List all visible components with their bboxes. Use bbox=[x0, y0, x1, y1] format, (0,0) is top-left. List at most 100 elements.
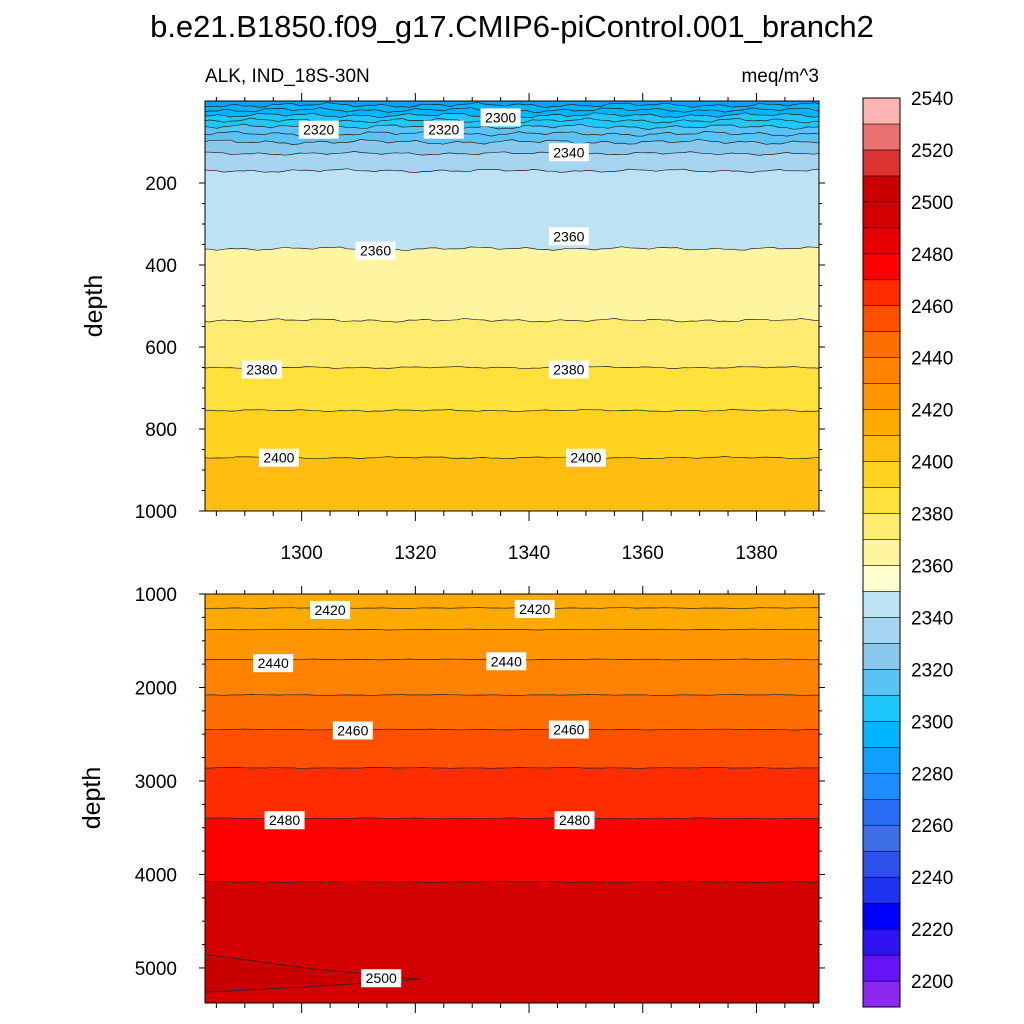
contour-line bbox=[205, 138, 819, 145]
upper-y-axis-label: depth bbox=[80, 275, 108, 338]
colorbar-tick-label: 2340 bbox=[911, 608, 953, 629]
contour-label-text: 2480 bbox=[269, 812, 300, 828]
contour-label: 2500 bbox=[361, 969, 402, 988]
colorbar-swatch bbox=[862, 980, 901, 1008]
contour-label-text: 2380 bbox=[553, 362, 584, 378]
colorbar-tick-label: 2280 bbox=[911, 764, 953, 785]
contour-line bbox=[205, 409, 819, 413]
colorbar-tick-label: 2520 bbox=[911, 141, 953, 162]
contour-band bbox=[205, 767, 819, 820]
colorbar-swatch bbox=[862, 461, 901, 488]
contour-line bbox=[205, 151, 819, 156]
contour-line bbox=[205, 456, 819, 460]
colorbar-tick-label: 2200 bbox=[911, 972, 953, 993]
colorbar-tick-label: 2420 bbox=[911, 401, 953, 422]
x-tick-label: 1320 bbox=[394, 543, 436, 564]
contour-band bbox=[205, 365, 819, 413]
y-tick-label: 1000 bbox=[135, 502, 177, 523]
upper-contour-lines bbox=[205, 101, 819, 460]
contour-label: 2460 bbox=[548, 720, 589, 739]
colorbar-tick-label: 2460 bbox=[911, 297, 953, 318]
colorbar-swatch bbox=[862, 305, 901, 332]
contour-label-box bbox=[332, 721, 373, 740]
colorbar-tick-label: 2400 bbox=[911, 453, 953, 474]
colorbar-tick-label: 2480 bbox=[911, 245, 953, 266]
contour-label-box bbox=[355, 241, 396, 260]
y-tick-label: 200 bbox=[145, 174, 177, 195]
x-tick-label: 1300 bbox=[281, 543, 323, 564]
colorbar-swatch bbox=[862, 513, 901, 540]
x-tick-label: 1360 bbox=[622, 543, 664, 564]
contour-label-text: 2440 bbox=[491, 653, 522, 669]
contour-label: 2480 bbox=[554, 811, 595, 830]
lower-plot-frame bbox=[204, 593, 820, 1004]
contour-label-box bbox=[480, 108, 521, 127]
contour-label-text: 2480 bbox=[559, 812, 590, 828]
contour-band bbox=[205, 694, 819, 731]
contour-label-box bbox=[310, 600, 351, 619]
colorbar-swatch bbox=[862, 591, 901, 618]
contour-label-text: 2400 bbox=[570, 450, 601, 466]
colorbar: 2200 2220 2240 2260 2280 2300 2320 2340 2360 2380… bbox=[862, 89, 953, 1008]
colorbar-tick-label: 2220 bbox=[911, 920, 953, 941]
contour-label: 2480 bbox=[264, 811, 305, 830]
contour-band bbox=[205, 168, 819, 251]
contour-line bbox=[205, 317, 819, 323]
colorbar-swatch bbox=[862, 97, 901, 125]
contour-label: 2400 bbox=[258, 448, 299, 467]
contour-label: 2340 bbox=[548, 143, 589, 162]
contour-label-box bbox=[565, 448, 606, 467]
upper-axes: 200 400 600 800 1000 1300 1320 1340 1360 1380 bbox=[135, 93, 825, 564]
colorbar-swatch bbox=[862, 435, 901, 462]
colorbar-swatch bbox=[862, 721, 901, 748]
lower-contour-labels: 2420 2420 2440 2440 2460 2460 2480 2480 2500 bbox=[253, 599, 595, 988]
colorbar-swatch bbox=[862, 123, 901, 151]
upper-depth-panel: 200 400 600 800 1000 1300 1320 1340 1360 1380 232… bbox=[80, 93, 825, 564]
colorbar-swatch bbox=[862, 824, 901, 852]
contour-label-text: 2460 bbox=[337, 722, 368, 738]
contour-label: 2380 bbox=[241, 360, 282, 379]
contour-label-text: 2500 bbox=[366, 970, 397, 986]
contour-line bbox=[205, 607, 819, 609]
chart-title: b.e21.B1850.f09_g17.CMIP6-piControl.001_… bbox=[150, 9, 874, 44]
colorbar-tick-label: 2440 bbox=[911, 349, 953, 370]
contour-label: 2320 bbox=[298, 120, 339, 139]
colorbar-swatch bbox=[862, 357, 901, 384]
colorbar-tick-label: 2320 bbox=[911, 660, 953, 681]
lower-y-axis-label: depth bbox=[78, 767, 106, 830]
contour-line bbox=[205, 168, 819, 173]
contour-label-box bbox=[554, 811, 595, 830]
contour-label-box bbox=[514, 599, 555, 618]
contour-label-box bbox=[423, 120, 464, 139]
contour-line bbox=[205, 365, 819, 370]
contour-label-box bbox=[548, 227, 589, 246]
contour-band bbox=[205, 246, 819, 323]
colorbar-swatch bbox=[862, 383, 901, 410]
contour-band bbox=[205, 607, 819, 631]
y-tick-label: 3000 bbox=[135, 772, 177, 793]
contour-label-text: 2420 bbox=[314, 602, 345, 618]
colorbar-swatch bbox=[862, 253, 901, 281]
contour-label-text: 2360 bbox=[360, 243, 391, 259]
lower-depth-panel: 1000 2000 3000 4000 5000 2420 2420 2440 2440 246… bbox=[78, 585, 825, 1013]
contour-label-box bbox=[361, 969, 402, 988]
colorbar-swatch bbox=[862, 175, 901, 203]
contour-label-box bbox=[241, 360, 282, 379]
contour-label-text: 2380 bbox=[246, 362, 277, 378]
colorbar-tick-label: 2240 bbox=[911, 868, 953, 889]
contour-label: 2360 bbox=[548, 227, 589, 246]
y-tick-label: 2000 bbox=[135, 678, 177, 699]
colorbar-swatch bbox=[862, 539, 901, 566]
units-label: meq/m^3 bbox=[741, 66, 819, 87]
contour-label-text: 2360 bbox=[553, 228, 584, 244]
colorbar-frame bbox=[862, 97, 901, 1008]
contour-label: 2440 bbox=[253, 654, 294, 673]
contour-label-text: 2340 bbox=[553, 144, 584, 160]
contour-label: 2460 bbox=[332, 721, 373, 740]
x-tick-label: 1340 bbox=[508, 543, 550, 564]
contour-label: 2440 bbox=[486, 652, 527, 671]
upper-contour-labels: 2320 2320 2300 2340 2360 2360 2380 2380 2400 2400 bbox=[241, 108, 606, 467]
colorbar-swatch bbox=[862, 643, 901, 670]
contour-label-text: 2320 bbox=[303, 122, 334, 138]
